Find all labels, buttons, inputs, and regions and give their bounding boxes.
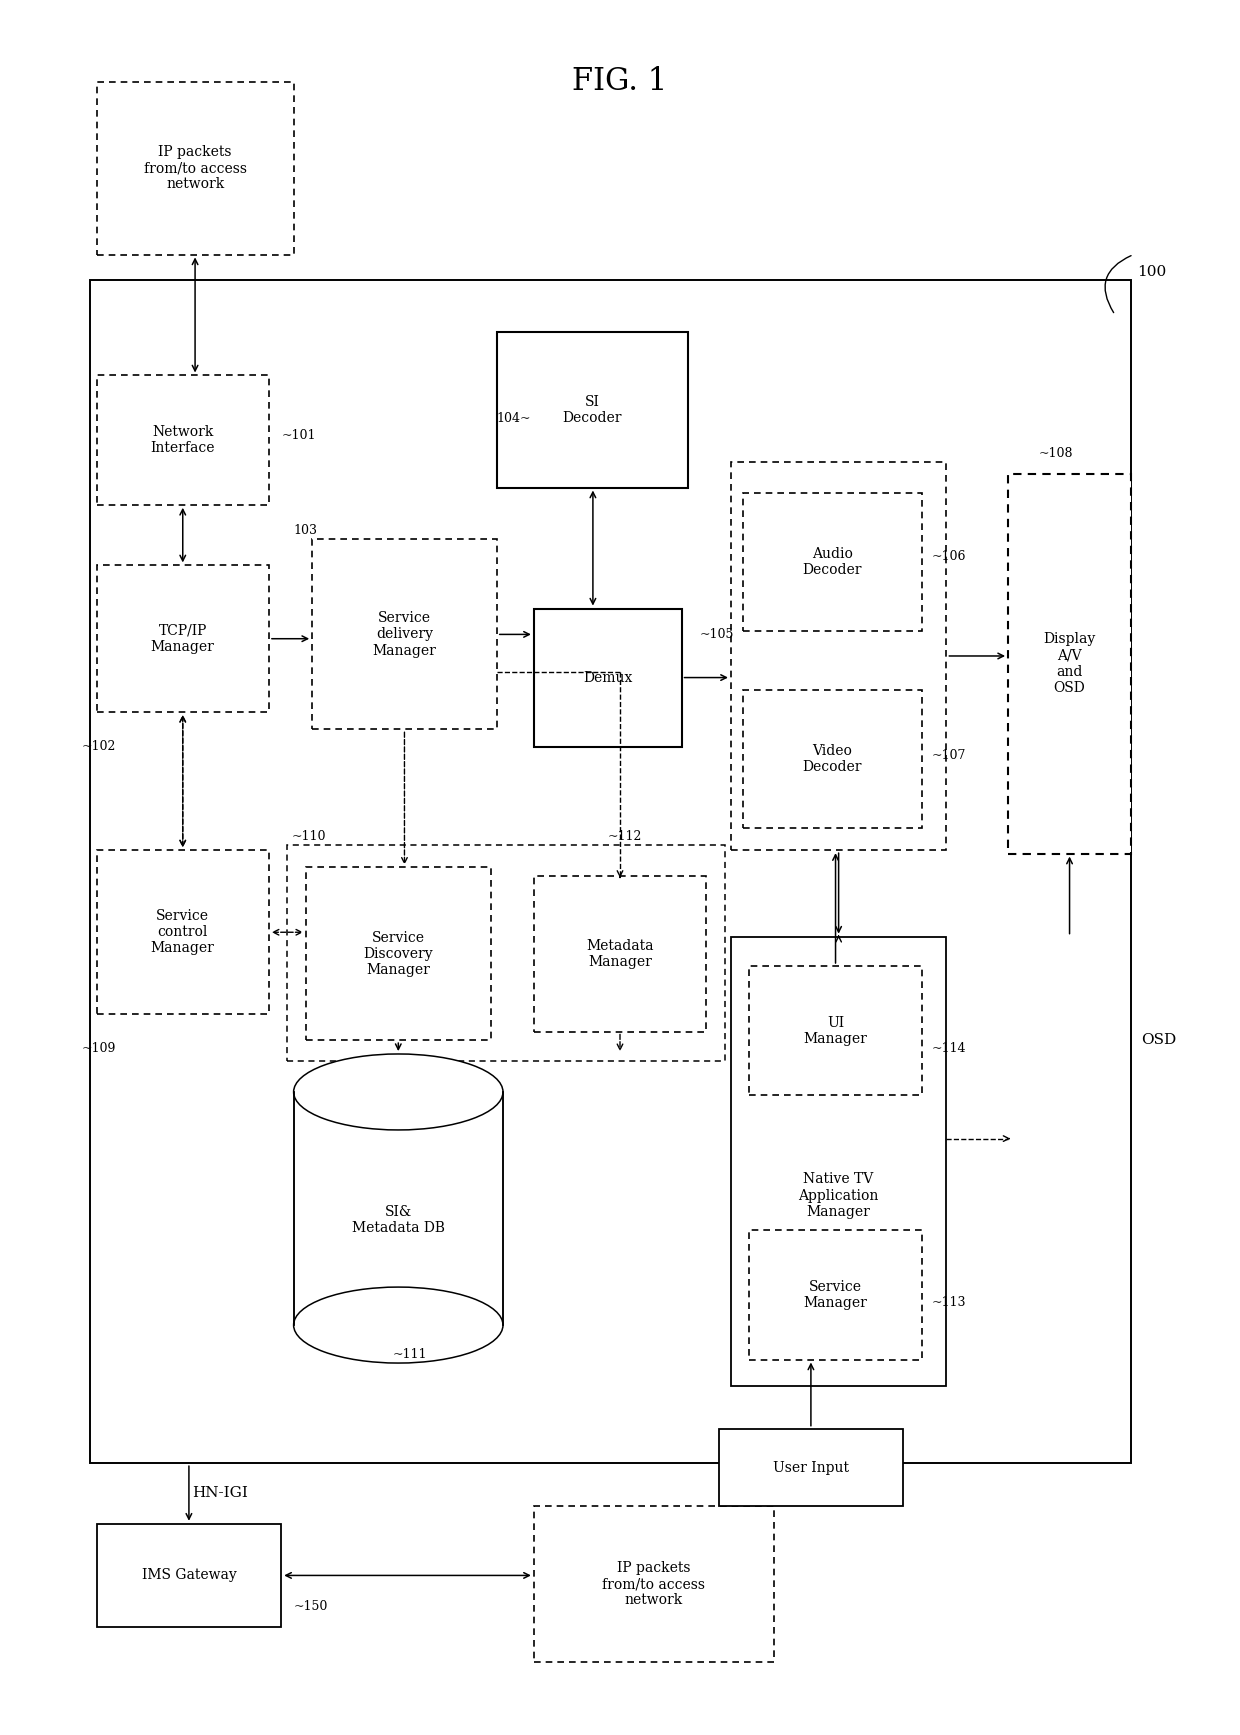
FancyBboxPatch shape (718, 1428, 903, 1506)
FancyBboxPatch shape (1008, 474, 1131, 854)
Text: ~107: ~107 (931, 750, 966, 762)
Text: ~114: ~114 (931, 1043, 966, 1055)
Text: ~150: ~150 (294, 1600, 329, 1614)
Text: HN-IGI: HN-IGI (192, 1485, 248, 1499)
Text: ~109: ~109 (82, 1043, 117, 1055)
FancyBboxPatch shape (97, 82, 294, 255)
Text: IMS Gateway: IMS Gateway (141, 1568, 237, 1582)
Text: UI
Manager: UI Manager (804, 1015, 868, 1046)
Text: FIG. 1: FIG. 1 (573, 66, 667, 97)
Text: OSD: OSD (1141, 1032, 1177, 1048)
FancyBboxPatch shape (749, 966, 921, 1095)
FancyBboxPatch shape (749, 1230, 921, 1360)
FancyBboxPatch shape (97, 566, 269, 711)
Text: Demux: Demux (583, 670, 632, 685)
Text: User Input: User Input (773, 1461, 849, 1475)
Text: ~102: ~102 (82, 741, 117, 753)
Text: IP packets
from/to access
network: IP packets from/to access network (144, 146, 247, 191)
Text: ~112: ~112 (608, 829, 642, 843)
FancyBboxPatch shape (743, 689, 921, 828)
Text: Service
Manager: Service Manager (804, 1280, 868, 1310)
Text: SI&
Metadata DB: SI& Metadata DB (352, 1206, 445, 1235)
Text: Service
Discovery
Manager: Service Discovery Manager (363, 930, 433, 977)
Text: Video
Decoder: Video Decoder (802, 744, 862, 774)
Text: Service
delivery
Manager: Service delivery Manager (372, 611, 436, 658)
Text: Metadata
Manager: Metadata Manager (587, 939, 653, 968)
FancyBboxPatch shape (533, 1506, 774, 1662)
FancyBboxPatch shape (312, 540, 497, 729)
Text: ~105: ~105 (701, 628, 734, 640)
FancyBboxPatch shape (743, 493, 921, 632)
Text: 100: 100 (1137, 265, 1167, 279)
FancyBboxPatch shape (306, 868, 491, 1041)
Text: TCP/IP
Manager: TCP/IP Manager (151, 623, 215, 654)
Text: Service
control
Manager: Service control Manager (151, 909, 215, 956)
Text: ~110: ~110 (291, 829, 326, 843)
FancyBboxPatch shape (294, 1091, 503, 1326)
Text: Network
Interface: Network Interface (150, 425, 215, 455)
Text: ~111: ~111 (392, 1348, 427, 1360)
Text: ~113: ~113 (931, 1296, 966, 1310)
FancyBboxPatch shape (97, 1523, 281, 1627)
Ellipse shape (294, 1053, 503, 1129)
Text: Native TV
Application
Manager: Native TV Application Manager (799, 1173, 879, 1218)
Text: ~101: ~101 (281, 429, 316, 442)
Text: SI
Decoder: SI Decoder (563, 396, 622, 425)
FancyBboxPatch shape (497, 331, 688, 488)
FancyBboxPatch shape (533, 609, 682, 746)
Text: 104~: 104~ (497, 413, 531, 425)
Ellipse shape (294, 1287, 503, 1364)
Text: Audio
Decoder: Audio Decoder (802, 547, 862, 578)
FancyBboxPatch shape (533, 876, 707, 1032)
Text: IP packets
from/to access
network: IP packets from/to access network (603, 1562, 706, 1607)
Text: ~108: ~108 (1039, 446, 1074, 460)
FancyBboxPatch shape (97, 375, 269, 505)
Text: Display
A/V
and
OSD: Display A/V and OSD (1043, 633, 1096, 696)
FancyBboxPatch shape (97, 850, 269, 1015)
Text: ~106: ~106 (931, 550, 966, 564)
Text: 103: 103 (294, 524, 317, 538)
